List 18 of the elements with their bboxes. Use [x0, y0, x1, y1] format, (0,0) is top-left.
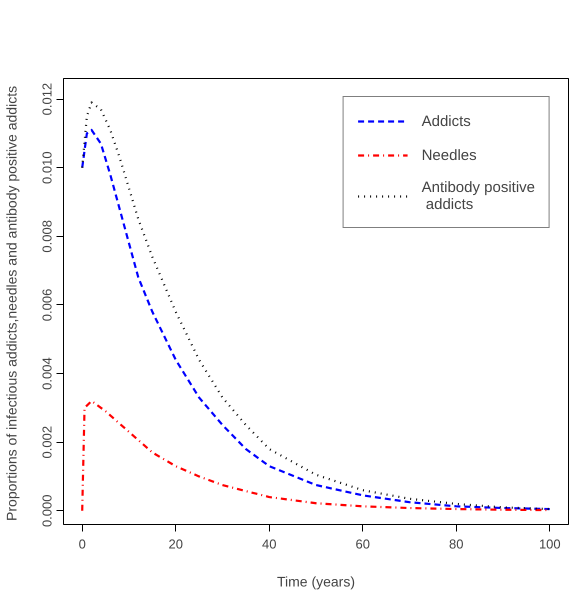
legend-label: Antibody positive addicts	[422, 179, 535, 213]
y-tick-label: 0.002	[40, 426, 54, 458]
x-tick-label: 80	[449, 536, 464, 552]
legend-label: Addicts	[422, 112, 471, 130]
x-tick-label: 0	[78, 536, 86, 552]
x-tick-label: 60	[356, 536, 370, 552]
legend-label: Needles	[422, 146, 477, 164]
y-tick-label: 0.000	[40, 494, 54, 528]
x-tick-label: 100	[538, 536, 561, 552]
y-tick-label: 0.012	[40, 82, 54, 116]
y-axis-title: Proportions of infectious addicts,needles and antibody positive addicts	[4, 86, 20, 521]
x-tick-label: 20	[168, 536, 183, 552]
y-tick-label: 0.008	[40, 220, 54, 253]
x-axis-title: Time (years)	[276, 574, 356, 590]
y-tick-label: 0.004	[40, 357, 54, 390]
y-tick-label: 0.006	[40, 288, 54, 322]
x-tick-label: 40	[262, 536, 276, 552]
y-tick-label: 0.010	[40, 151, 54, 184]
